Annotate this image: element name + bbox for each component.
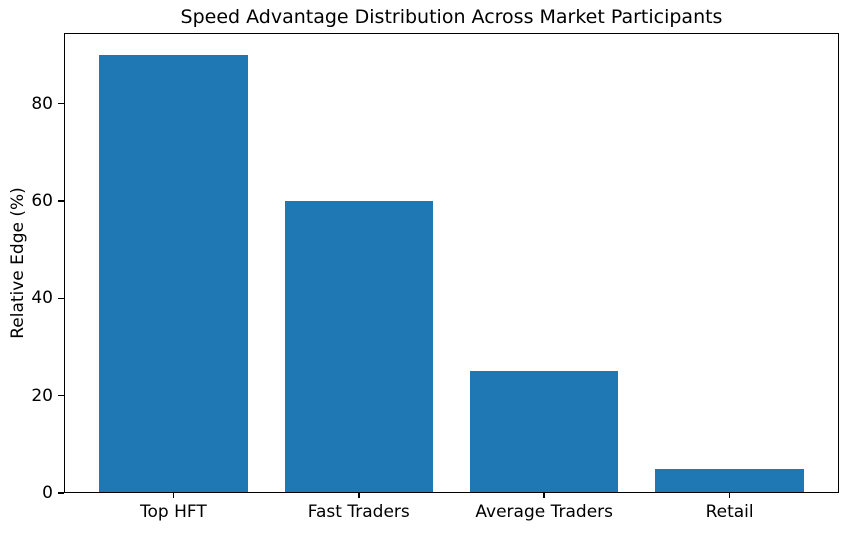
y-tick-mark [58,394,64,397]
y-tick-label: 60 [31,190,53,211]
y-tick-mark [58,102,64,105]
x-tick-label: Fast Traders [307,502,410,522]
bar [284,200,433,493]
x-tick-mark [358,493,360,498]
y-tick-mark [58,200,64,202]
x-tick-label: Top HFT [140,502,207,522]
x-tick-mark [728,493,731,498]
x-tick-mark [543,493,545,498]
x-tick-label: Retail [705,502,754,522]
y-tick-mark [58,492,64,494]
bar [470,371,619,493]
y-tick-label: 0 [42,483,53,503]
x-tick-label: Average Traders [475,502,613,522]
bar [99,54,248,493]
bar [655,468,804,493]
y-tick-label: 20 [31,385,53,406]
y-tick-label: 80 [31,93,53,114]
y-tick-label: 40 [31,288,53,309]
y-tick-mark [58,297,64,300]
x-tick-mark [172,493,175,498]
chart-title: Speed Advantage Distribution Across Mark… [180,6,723,28]
